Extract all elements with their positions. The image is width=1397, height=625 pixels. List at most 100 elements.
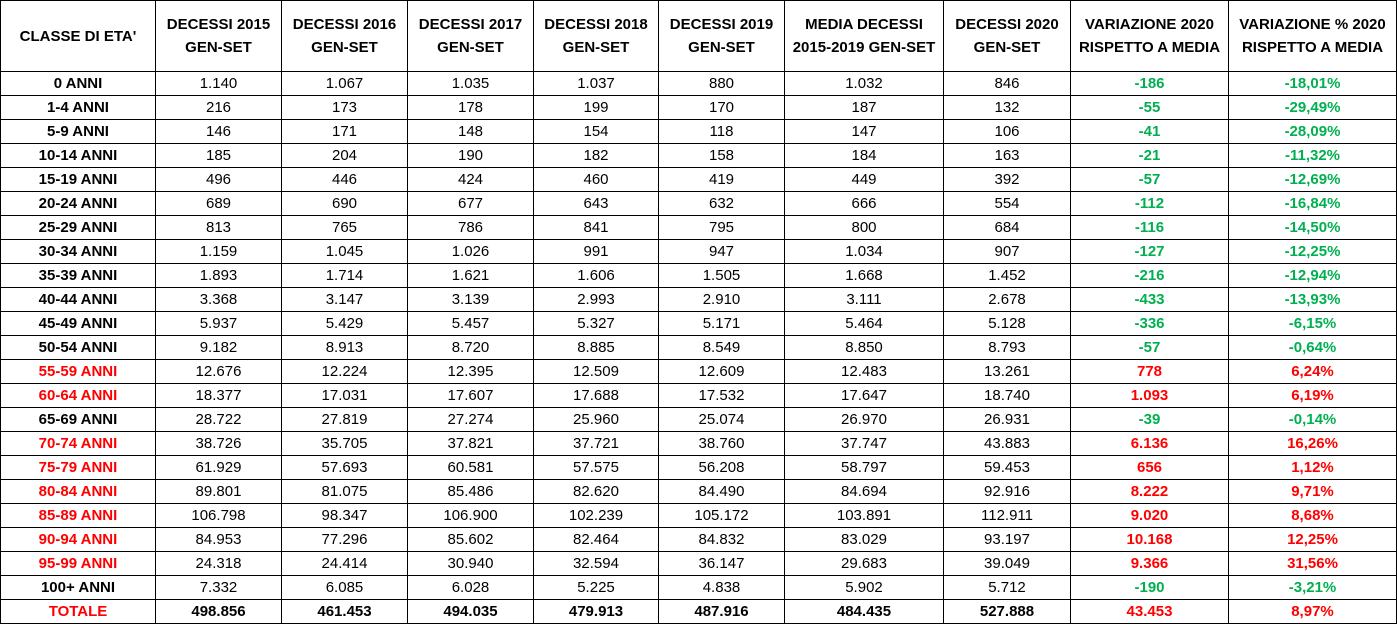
cell-deaths-2020: 527.888 — [943, 599, 1071, 624]
cell-variation: -433 — [1070, 287, 1229, 312]
cell-mean-2015-2019: 3.111 — [784, 287, 944, 312]
cell-mean-2015-2019: 800 — [784, 215, 944, 240]
column-header-line: GEN-SET — [311, 39, 378, 56]
column-header-deaths-2019: DECESSI 2019 GEN-SET — [658, 0, 785, 72]
cell-mean-2015-2019: 449 — [784, 167, 944, 192]
cell-deaths-2017: 1.026 — [407, 239, 534, 264]
cell-deaths-2018: 841 — [533, 215, 659, 240]
cell-deaths-2020: 554 — [943, 191, 1071, 216]
table-body: 0 ANNI 1.140 1.067 1.035 1.037 880 1.032 846 -18… — [0, 71, 1397, 624]
cell-deaths-2020: 106 — [943, 119, 1071, 144]
cell-age-class: 45-49 ANNI — [0, 311, 156, 336]
cell-variation: -336 — [1070, 311, 1229, 336]
cell-deaths-2018: 1.606 — [533, 263, 659, 288]
cell-deaths-2015: 146 — [155, 119, 282, 144]
table-row: 45-49 ANNI 5.937 5.429 5.457 5.327 5.171 5.464… — [0, 311, 1397, 336]
cell-deaths-2015: 689 — [155, 191, 282, 216]
cell-mean-2015-2019: 1.034 — [784, 239, 944, 264]
cell-deaths-2019: 56.208 — [658, 455, 785, 480]
cell-deaths-2017: 60.581 — [407, 455, 534, 480]
cell-deaths-2017: 85.602 — [407, 527, 534, 552]
cell-deaths-2019: 84.832 — [658, 527, 785, 552]
cell-deaths-2019: 17.532 — [658, 383, 785, 408]
cell-variation: -39 — [1070, 407, 1229, 432]
table-row: 0 ANNI 1.140 1.067 1.035 1.037 880 1.032 846 -18… — [0, 71, 1397, 96]
cell-deaths-2016: 8.913 — [281, 335, 408, 360]
cell-deaths-2016: 27.819 — [281, 407, 408, 432]
cell-deaths-2015: 84.953 — [155, 527, 282, 552]
cell-deaths-2020: 5.712 — [943, 575, 1071, 600]
cell-deaths-2017: 5.457 — [407, 311, 534, 336]
cell-deaths-2017: 677 — [407, 191, 534, 216]
column-header-deaths-2020: DECESSI 2020 GEN-SET — [943, 0, 1071, 72]
cell-deaths-2015: 9.182 — [155, 335, 282, 360]
column-header-variation: VARIAZIONE 2020 RISPETTO A MEDIA — [1070, 0, 1229, 72]
cell-variation-pct: -29,49% — [1228, 95, 1397, 120]
cell-age-class: 1-4 ANNI — [0, 95, 156, 120]
cell-variation: -127 — [1070, 239, 1229, 264]
cell-deaths-2016: 77.296 — [281, 527, 408, 552]
cell-mean-2015-2019: 147 — [784, 119, 944, 144]
column-header-line: GEN-SET — [185, 39, 252, 56]
cell-deaths-2019: 795 — [658, 215, 785, 240]
cell-variation: -116 — [1070, 215, 1229, 240]
cell-deaths-2019: 487.916 — [658, 599, 785, 624]
cell-deaths-2019: 947 — [658, 239, 785, 264]
cell-deaths-2016: 81.075 — [281, 479, 408, 504]
table-row: 65-69 ANNI 28.722 27.819 27.274 25.960 25.074… — [0, 407, 1397, 432]
cell-variation: 43.453 — [1070, 599, 1229, 624]
cell-deaths-2018: 1.037 — [533, 71, 659, 96]
cell-age-class: 35-39 ANNI — [0, 263, 156, 288]
cell-variation-pct: -12,25% — [1228, 239, 1397, 264]
cell-deaths-2016: 98.347 — [281, 503, 408, 528]
cell-deaths-2018: 57.575 — [533, 455, 659, 480]
cell-age-class: 10-14 ANNI — [0, 143, 156, 168]
cell-variation-pct: -13,93% — [1228, 287, 1397, 312]
cell-variation-pct: -0,14% — [1228, 407, 1397, 432]
cell-deaths-2018: 991 — [533, 239, 659, 264]
cell-age-class: 65-69 ANNI — [0, 407, 156, 432]
table-row: 60-64 ANNI 18.377 17.031 17.607 17.688 17.532… — [0, 383, 1397, 408]
cell-deaths-2015: 216 — [155, 95, 282, 120]
cell-deaths-2015: 106.798 — [155, 503, 282, 528]
cell-mean-2015-2019: 37.747 — [784, 431, 944, 456]
cell-deaths-2019: 632 — [658, 191, 785, 216]
cell-deaths-2019: 170 — [658, 95, 785, 120]
table-row: 80-84 ANNI 89.801 81.075 85.486 82.620 84.490… — [0, 479, 1397, 504]
cell-deaths-2020: 392 — [943, 167, 1071, 192]
cell-deaths-2019: 38.760 — [658, 431, 785, 456]
cell-mean-2015-2019: 84.694 — [784, 479, 944, 504]
cell-deaths-2016: 1.714 — [281, 263, 408, 288]
cell-age-class: 95-99 ANNI — [0, 551, 156, 576]
cell-deaths-2017: 178 — [407, 95, 534, 120]
cell-variation-pct: -3,21% — [1228, 575, 1397, 600]
cell-deaths-2016: 461.453 — [281, 599, 408, 624]
cell-deaths-2016: 12.224 — [281, 359, 408, 384]
cell-deaths-2020: 846 — [943, 71, 1071, 96]
cell-deaths-2017: 190 — [407, 143, 534, 168]
cell-deaths-2020: 163 — [943, 143, 1071, 168]
cell-variation-pct: -6,15% — [1228, 311, 1397, 336]
column-header-line: DECESSI 2016 — [292, 16, 397, 33]
cell-mean-2015-2019: 184 — [784, 143, 944, 168]
cell-deaths-2018: 12.509 — [533, 359, 659, 384]
cell-deaths-2018: 8.885 — [533, 335, 659, 360]
cell-deaths-2020: 907 — [943, 239, 1071, 264]
cell-deaths-2016: 35.705 — [281, 431, 408, 456]
cell-deaths-2017: 1.621 — [407, 263, 534, 288]
cell-deaths-2015: 3.368 — [155, 287, 282, 312]
cell-deaths-2016: 3.147 — [281, 287, 408, 312]
cell-age-class: 30-34 ANNI — [0, 239, 156, 264]
cell-deaths-2019: 158 — [658, 143, 785, 168]
cell-deaths-2016: 446 — [281, 167, 408, 192]
cell-deaths-2015: 28.722 — [155, 407, 282, 432]
cell-variation-pct: 6,24% — [1228, 359, 1397, 384]
cell-deaths-2019: 8.549 — [658, 335, 785, 360]
cell-deaths-2017: 786 — [407, 215, 534, 240]
cell-deaths-2016: 171 — [281, 119, 408, 144]
column-header-mean-2015-2019: MEDIA DECESSI 2015-2019 GEN-SET — [784, 0, 944, 72]
cell-deaths-2015: 18.377 — [155, 383, 282, 408]
column-header-line: CLASSE DI ETA' — [19, 27, 137, 45]
cell-deaths-2018: 102.239 — [533, 503, 659, 528]
